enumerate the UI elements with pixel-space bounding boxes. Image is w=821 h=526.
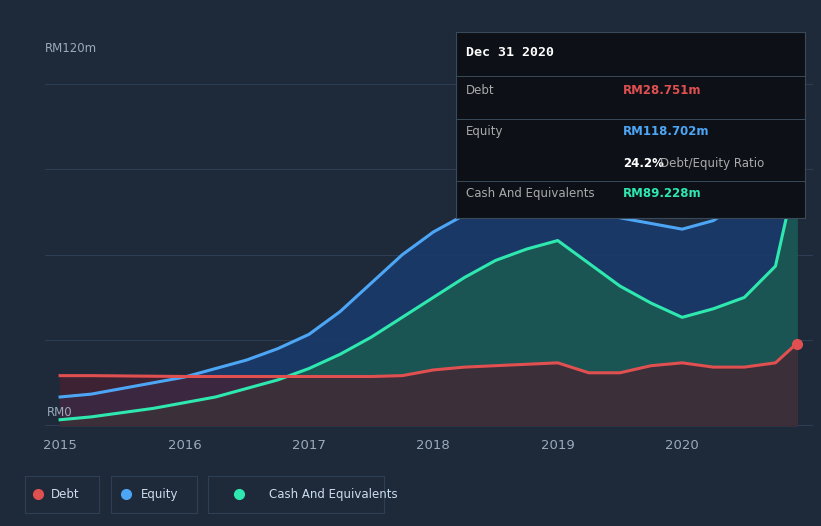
Text: RM28.751m: RM28.751m [623,84,702,97]
Text: Cash And Equivalents: Cash And Equivalents [269,488,398,501]
Text: RM0: RM0 [47,406,72,419]
Text: Dec 31 2020: Dec 31 2020 [466,46,554,59]
Text: RM120m: RM120m [45,42,97,55]
Text: RM118.702m: RM118.702m [623,125,709,138]
Text: RM89.228m: RM89.228m [623,187,702,199]
Text: Debt: Debt [466,84,495,97]
Text: Debt: Debt [51,488,79,501]
Text: Debt/Equity Ratio: Debt/Equity Ratio [660,157,764,170]
Text: 24.2%: 24.2% [623,157,664,170]
Text: Cash And Equivalents: Cash And Equivalents [466,187,594,199]
Text: Equity: Equity [466,125,503,138]
Text: Equity: Equity [141,488,178,501]
